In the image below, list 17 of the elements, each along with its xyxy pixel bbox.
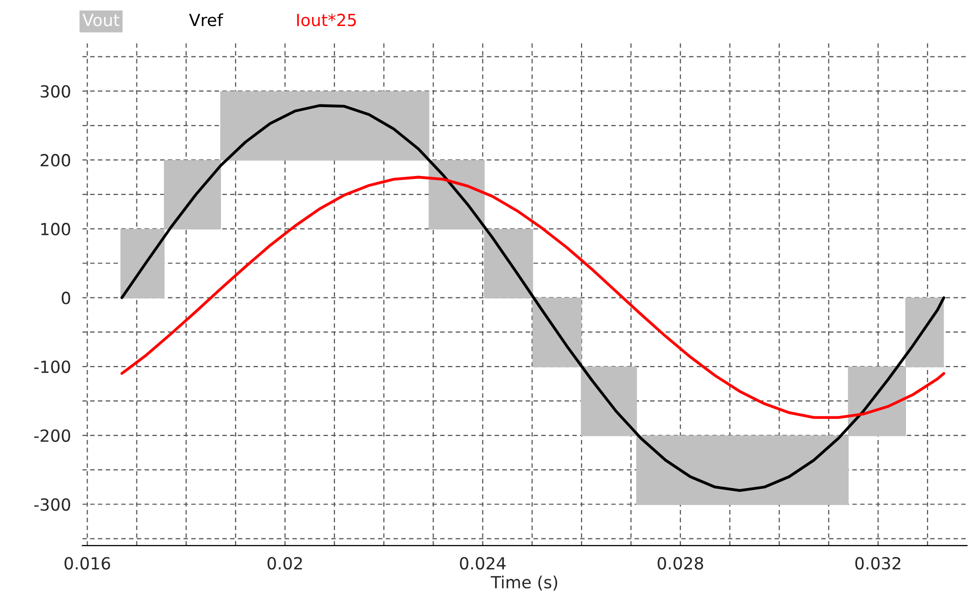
y-tick-label: 0 — [62, 292, 70, 304]
y-tick-label: -200 — [34, 429, 70, 442]
x-tick-label: 0.024 — [460, 556, 506, 570]
y-tick-label: 300 — [40, 85, 70, 98]
x-tick-label: 0.016 — [64, 556, 110, 570]
line-series — [120, 176, 946, 419]
y-tick-label: -100 — [34, 360, 70, 374]
x-tick-label: 0.028 — [658, 556, 704, 570]
text: Vref — [189, 13, 224, 26]
y-tick-label: 100 — [41, 222, 70, 236]
x-axis-title: Time (s) — [490, 576, 558, 590]
y-tick-label: -300 — [34, 498, 70, 511]
text: Iout*25 — [297, 14, 356, 26]
text: Vout — [82, 14, 120, 26]
y-tick-label: 200 — [40, 154, 70, 167]
x-tick-label: 0.032 — [855, 556, 900, 570]
x-tick-label: 0.02 — [268, 556, 302, 570]
